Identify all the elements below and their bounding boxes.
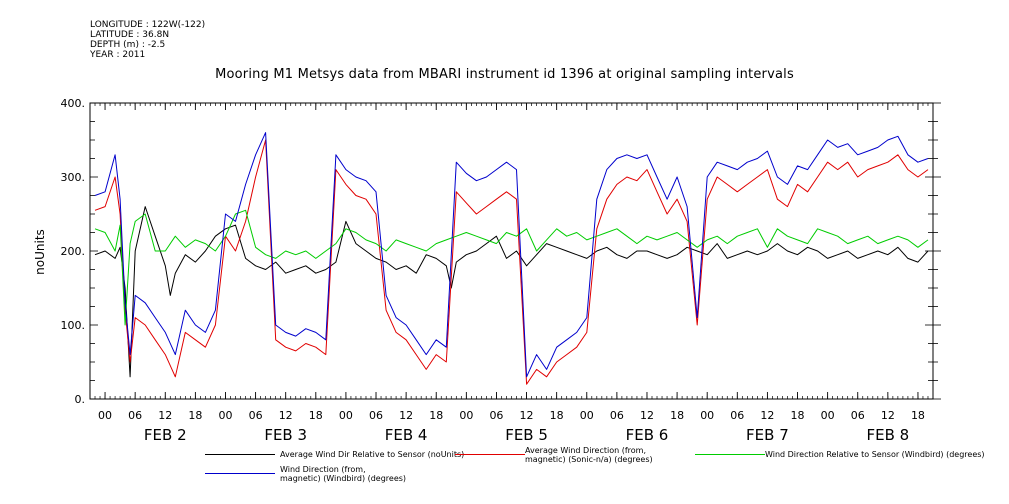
legend-label: Wind Direction Relative to Sensor (Windb… bbox=[765, 450, 985, 459]
x-tick-label: 00 bbox=[98, 409, 112, 422]
x-tick-label: 00 bbox=[700, 409, 714, 422]
y-tick-label: 300. bbox=[61, 171, 86, 184]
y-axis-label: noUnits bbox=[33, 229, 47, 275]
x-tick-label: 18 bbox=[670, 409, 684, 422]
day-label: FEB 4 bbox=[385, 426, 428, 444]
x-tick-label: 12 bbox=[881, 409, 895, 422]
x-tick-label: 06 bbox=[851, 409, 865, 422]
y-axis: 0. 100. 200. 300. 400. bbox=[61, 97, 941, 406]
year-label: YEAR : 2011 bbox=[90, 50, 146, 60]
day-label: FEB 5 bbox=[505, 426, 548, 444]
y-tick-label: 0. bbox=[75, 393, 86, 406]
x-tick-label: 18 bbox=[188, 409, 202, 422]
series-group bbox=[94, 132, 929, 385]
x-tick-label: 06 bbox=[128, 409, 142, 422]
day-label: FEB 3 bbox=[264, 426, 307, 444]
x-tick-label: 12 bbox=[520, 409, 534, 422]
x-tick-label: 06 bbox=[610, 409, 624, 422]
x-tick-label: 00 bbox=[218, 409, 232, 422]
x-tick-label: 18 bbox=[429, 409, 443, 422]
y-tick-label: 100. bbox=[61, 319, 86, 332]
x-tick-label: 06 bbox=[489, 409, 503, 422]
series-line-1 bbox=[94, 206, 929, 378]
legend-swatch bbox=[205, 473, 275, 474]
x-tick-label: 12 bbox=[279, 409, 293, 422]
x-tick-label: 12 bbox=[640, 409, 654, 422]
day-label: FEB 8 bbox=[866, 426, 909, 444]
x-tick-label: 00 bbox=[580, 409, 594, 422]
x-tick-label: 18 bbox=[309, 409, 323, 422]
legend-swatch bbox=[455, 454, 525, 455]
x-tick-label: 06 bbox=[369, 409, 383, 422]
series-line-2 bbox=[94, 139, 929, 385]
x-tick-label: 12 bbox=[760, 409, 774, 422]
plot-frame bbox=[89, 102, 934, 400]
y-tick-label: 200. bbox=[61, 245, 86, 258]
day-label: FEB 2 bbox=[144, 426, 187, 444]
x-tick-label: 12 bbox=[158, 409, 172, 422]
latitude-label: LATITUDE : 36.8N bbox=[90, 30, 170, 40]
legend-label: Average Wind Direction (from, magnetic) … bbox=[525, 446, 653, 464]
metadata-block: LONGITUDE : 122W(-122) LATITUDE : 36.8N … bbox=[90, 20, 205, 60]
legend-swatch bbox=[695, 454, 765, 455]
x-tick-label: 06 bbox=[730, 409, 744, 422]
depth-label: DEPTH (m) : -2.5 bbox=[90, 40, 166, 50]
x-tick-label: 00 bbox=[821, 409, 835, 422]
x-tick-label: 18 bbox=[550, 409, 564, 422]
legend-swatch bbox=[205, 454, 275, 455]
x-tick-label: 12 bbox=[399, 409, 413, 422]
longitude-label: LONGITUDE : 122W(-122) bbox=[90, 20, 206, 30]
y-tick-label: 400. bbox=[61, 97, 86, 110]
x-tick-label: 18 bbox=[791, 409, 805, 422]
series-line-3 bbox=[94, 209, 929, 326]
legend-label: Average Wind Dir Relative to Sensor (noU… bbox=[280, 450, 465, 459]
day-label: FEB 6 bbox=[626, 426, 669, 444]
chart-title: Mooring M1 Metsys data from MBARI instru… bbox=[215, 67, 794, 82]
x-tick-label: 06 bbox=[249, 409, 263, 422]
x-tick-label: 00 bbox=[459, 409, 473, 422]
x-tick-label: 18 bbox=[911, 409, 925, 422]
legend-label: Wind Direction (from, magnetic) (Windbir… bbox=[280, 465, 407, 483]
x-tick-label: 00 bbox=[339, 409, 353, 422]
day-label: FEB 7 bbox=[746, 426, 789, 444]
series-line-4 bbox=[94, 132, 929, 378]
x-axis: 00 06 12 18 00 06 12 18 00 06 12 18 00 06 12 18 00 06 12 18… bbox=[98, 103, 925, 444]
plot-border bbox=[89, 102, 934, 400]
